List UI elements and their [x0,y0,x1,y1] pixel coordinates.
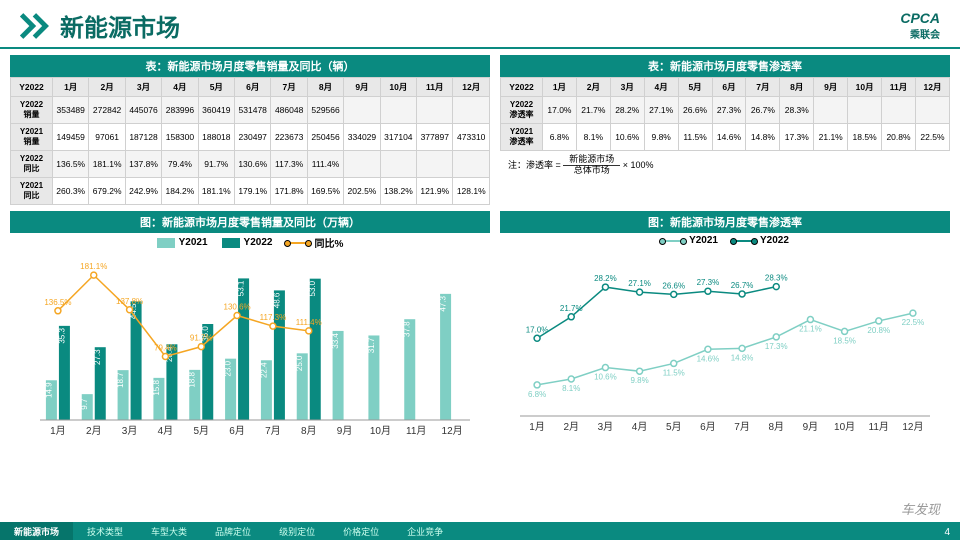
svg-text:35.3: 35.3 [57,328,66,344]
svg-text:26.7%: 26.7% [731,281,754,290]
svg-text:10月: 10月 [834,421,855,433]
sales-chart: 1月 2月 3月 4月 5月 6月 7月 8月 9月 10月 11月 12月 14.9 35.3 9.7 27… [10,252,480,452]
pen-table-title: 表：新能源市场月度零售渗透率 [500,55,950,77]
svg-text:11月: 11月 [406,425,426,437]
tab-5[interactable]: 价格定位 [329,522,393,540]
tab-6[interactable]: 企业竞争 [393,522,457,540]
svg-text:47.3: 47.3 [439,296,448,312]
svg-text:130.6%: 130.6% [224,303,251,312]
page-title: 新能源市场 [60,8,180,43]
sales-table: Y20221月2月3月4月5月6月7月8月9月10月11月12月Y2022销量3… [10,77,490,205]
svg-text:20.8%: 20.8% [867,326,890,335]
svg-text:5月: 5月 [666,421,682,433]
svg-text:2月: 2月 [563,421,579,433]
tab-4[interactable]: 级别定位 [265,522,329,540]
cpca-logo: CPCA乘联会 [900,10,940,41]
svg-text:3月: 3月 [598,421,614,433]
page-header: 新能源市场 CPCA乘联会 [0,0,960,49]
svg-text:10.6%: 10.6% [594,373,617,382]
tab-2[interactable]: 车型大类 [137,522,201,540]
svg-text:21.1%: 21.1% [799,325,822,334]
svg-text:2月: 2月 [86,425,102,437]
svg-text:9.7: 9.7 [80,398,89,410]
svg-text:79.4%: 79.4% [154,343,177,352]
svg-text:4月: 4月 [158,425,174,437]
penetration-table-block: 表：新能源市场月度零售渗透率 Y20221月2月3月4月5月6月7月8月9月10… [500,55,950,205]
svg-text:11.5%: 11.5% [663,368,685,377]
svg-text:23.0: 23.0 [224,360,233,376]
svg-text:8月: 8月 [768,421,784,433]
svg-text:137.8%: 137.8% [116,297,143,306]
svg-text:111.4%: 111.4% [296,318,322,327]
footer-tabs: 新能源市场技术类型车型大类品牌定位级别定位价格定位企业竞争 [0,522,960,540]
svg-text:136.5%: 136.5% [44,298,71,307]
svg-text:5月: 5月 [193,425,209,437]
tab-3[interactable]: 品牌定位 [201,522,265,540]
svg-text:18.5%: 18.5% [833,336,856,345]
pen-chart: 1月 2月 3月 4月 5月 6月 7月 8月 9月 10月 11月 12月 6.8% 8.1% 10.6%… [500,248,940,448]
svg-text:37.8: 37.8 [403,321,412,337]
pen-note: 注：渗透率 = 新能源市场总体市场 × 100% [500,151,950,176]
svg-text:9月: 9月 [803,421,819,433]
svg-text:91.7%: 91.7% [190,334,213,343]
svg-text:3月: 3月 [122,425,138,437]
svg-text:53.1: 53.1 [237,280,246,296]
watermark: 车发现 [901,499,940,518]
svg-text:18.8: 18.8 [188,372,197,388]
svg-text:14.6%: 14.6% [697,354,720,363]
sales-legend: Y2021 Y2022 同比% [10,233,490,252]
svg-text:22.4: 22.4 [259,362,268,378]
svg-text:10月: 10月 [370,425,391,437]
svg-text:17.0%: 17.0% [526,325,549,334]
pen-table: Y20221月2月3月4月5月6月7月8月9月10月11月12月Y2022渗透率… [500,77,950,151]
sales-chart-title: 图：新能源市场月度零售销量及同比（万辆） [10,211,490,233]
svg-text:53.0: 53.0 [308,280,317,296]
svg-text:12月: 12月 [902,421,923,433]
svg-text:14.8%: 14.8% [731,353,754,362]
svg-text:8.1%: 8.1% [562,384,580,393]
pen-chart-title: 图：新能源市场月度零售渗透率 [500,211,950,233]
svg-text:26.6%: 26.6% [662,281,685,290]
page-number: 4 [944,527,950,538]
svg-text:11月: 11月 [869,421,889,433]
svg-text:117.3%: 117.3% [260,313,287,322]
svg-text:1月: 1月 [50,425,66,437]
svg-text:12月: 12月 [442,425,463,437]
svg-text:8月: 8月 [301,425,317,437]
svg-text:6月: 6月 [700,421,716,433]
svg-text:9月: 9月 [337,425,353,437]
svg-text:15.8: 15.8 [152,380,161,396]
svg-text:18.7: 18.7 [116,372,125,388]
svg-text:48.6: 48.6 [272,292,281,308]
svg-text:7月: 7月 [734,421,750,433]
sales-table-block: 表：新能源市场月度零售销量及同比（辆） Y20221月2月3月4月5月6月7月8… [10,55,490,205]
svg-text:6月: 6月 [229,425,245,437]
svg-text:14.9: 14.9 [44,382,53,398]
tab-0[interactable]: 新能源市场 [0,522,73,540]
svg-text:27.3: 27.3 [93,349,102,365]
svg-text:28.2%: 28.2% [594,274,617,283]
svg-text:33.4: 33.4 [331,333,340,349]
svg-text:31.7: 31.7 [367,337,376,353]
svg-text:27.3%: 27.3% [697,278,720,287]
svg-text:181.1%: 181.1% [80,262,107,271]
svg-text:27.1%: 27.1% [628,279,651,288]
svg-text:4月: 4月 [632,421,648,433]
svg-text:7月: 7月 [265,425,281,437]
svg-text:9.8%: 9.8% [630,376,648,385]
pen-legend: Y2021 Y2022 [500,233,950,248]
chevron-icon [20,12,52,40]
svg-text:28.3%: 28.3% [765,274,788,283]
svg-text:6.8%: 6.8% [528,390,546,399]
svg-text:25.0: 25.0 [295,355,304,371]
pen-chart-block: 图：新能源市场月度零售渗透率 Y2021 Y2022 1月 2月 3月 4月 5月 6月 7… [500,205,950,455]
sales-chart-block: 图：新能源市场月度零售销量及同比（万辆） Y2021 Y2022 同比% 1月 2… [10,205,490,455]
svg-text:17.3%: 17.3% [765,342,788,351]
svg-text:1月: 1月 [529,421,545,433]
svg-text:22.5%: 22.5% [902,318,925,327]
tab-1[interactable]: 技术类型 [73,522,137,540]
svg-text:21.7%: 21.7% [560,304,583,313]
sales-table-title: 表：新能源市场月度零售销量及同比（辆） [10,55,490,77]
